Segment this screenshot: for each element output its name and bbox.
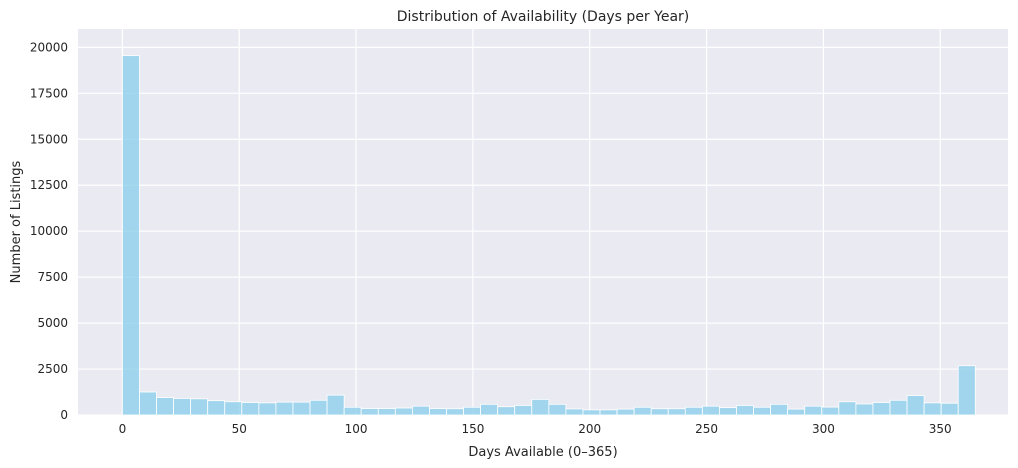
histogram-bar — [616, 408, 635, 416]
y-tick-label: 0 — [60, 408, 68, 422]
histogram-bar — [753, 406, 771, 416]
histogram-bar — [292, 401, 311, 416]
histogram-bar — [838, 401, 857, 416]
x-tick-label: 350 — [929, 422, 952, 436]
histogram-bar — [394, 407, 413, 416]
y-tick-label: 5000 — [37, 316, 68, 330]
histogram-bar — [377, 408, 396, 416]
y-tick-label: 10000 — [30, 224, 68, 238]
histogram-bar — [326, 394, 345, 416]
histogram-bar — [173, 398, 192, 416]
histogram-bar — [719, 407, 737, 416]
y-axis-label: Number of Listings — [9, 160, 24, 283]
histogram-bar — [548, 403, 567, 416]
histogram-bar — [497, 406, 516, 416]
histogram-bar — [804, 405, 823, 416]
histogram-bar — [343, 406, 362, 416]
x-tick-label: 50 — [232, 422, 247, 436]
y-tick-label: 2500 — [37, 362, 68, 376]
histogram-bar — [923, 402, 942, 416]
histogram-bar — [463, 406, 482, 416]
histogram-bar — [241, 402, 260, 416]
histogram-bar — [156, 397, 174, 416]
histogram-bar — [411, 405, 430, 416]
histogram-bar — [514, 405, 533, 416]
histogram-bar — [207, 400, 226, 416]
histogram-bar — [633, 406, 652, 416]
histogram-bar — [821, 406, 840, 416]
histogram-bar — [531, 398, 550, 416]
histogram-bar — [309, 399, 328, 416]
histogram-bar — [889, 399, 908, 416]
x-tick-label: 150 — [461, 422, 484, 436]
x-tick-label: 200 — [578, 422, 601, 436]
histogram-bar — [940, 402, 959, 416]
histogram-bar — [650, 408, 669, 416]
histogram-bar — [258, 402, 277, 416]
y-tick-label: 12500 — [30, 178, 68, 192]
histogram-bar — [957, 365, 976, 416]
histogram-bar — [565, 408, 584, 416]
x-axis-label: Days Available (0–365) — [468, 445, 617, 460]
histogram-bar — [275, 401, 294, 416]
x-tick-label: 300 — [812, 422, 835, 436]
histogram-bar — [582, 409, 601, 416]
histogram-bar — [224, 401, 243, 416]
y-tick-label: 7500 — [37, 270, 68, 284]
bars — [121, 55, 976, 416]
y-tick-label: 20000 — [30, 40, 68, 54]
x-tick-label: 100 — [345, 422, 368, 436]
y-tick-label: 15000 — [30, 132, 68, 146]
chart-title: Distribution of Availability (Days per Y… — [397, 9, 690, 25]
histogram-bar — [667, 408, 686, 416]
histogram-bar — [684, 406, 703, 416]
histogram-bar — [121, 55, 140, 416]
y-tick-labels: 0 2500 5000 7500 10000 12500 15000 17500 20000 — [30, 40, 68, 422]
y-tick-label: 17500 — [30, 86, 68, 100]
grid-lines — [78, 29, 1008, 416]
x-tick-label: 250 — [695, 422, 718, 436]
histogram-bar — [446, 408, 464, 416]
histogram-bar — [906, 395, 925, 416]
histogram-bar — [480, 403, 499, 416]
histogram-bar — [190, 398, 209, 416]
histogram-bar — [429, 408, 447, 416]
histogram-bar — [701, 405, 720, 416]
histogram-bar — [855, 403, 874, 416]
histogram-bar — [770, 403, 789, 416]
histogram-bar — [787, 408, 806, 416]
x-tick-labels: 0 50 100 150 200 250 300 350 — [119, 422, 952, 436]
histogram-bar — [736, 405, 754, 416]
histogram-bar — [139, 391, 157, 416]
x-tick-label: 0 — [119, 422, 127, 436]
histogram-bar — [599, 409, 618, 416]
plot-background — [78, 29, 1008, 415]
histogram-bar — [872, 402, 891, 416]
histogram-bar — [360, 408, 379, 416]
